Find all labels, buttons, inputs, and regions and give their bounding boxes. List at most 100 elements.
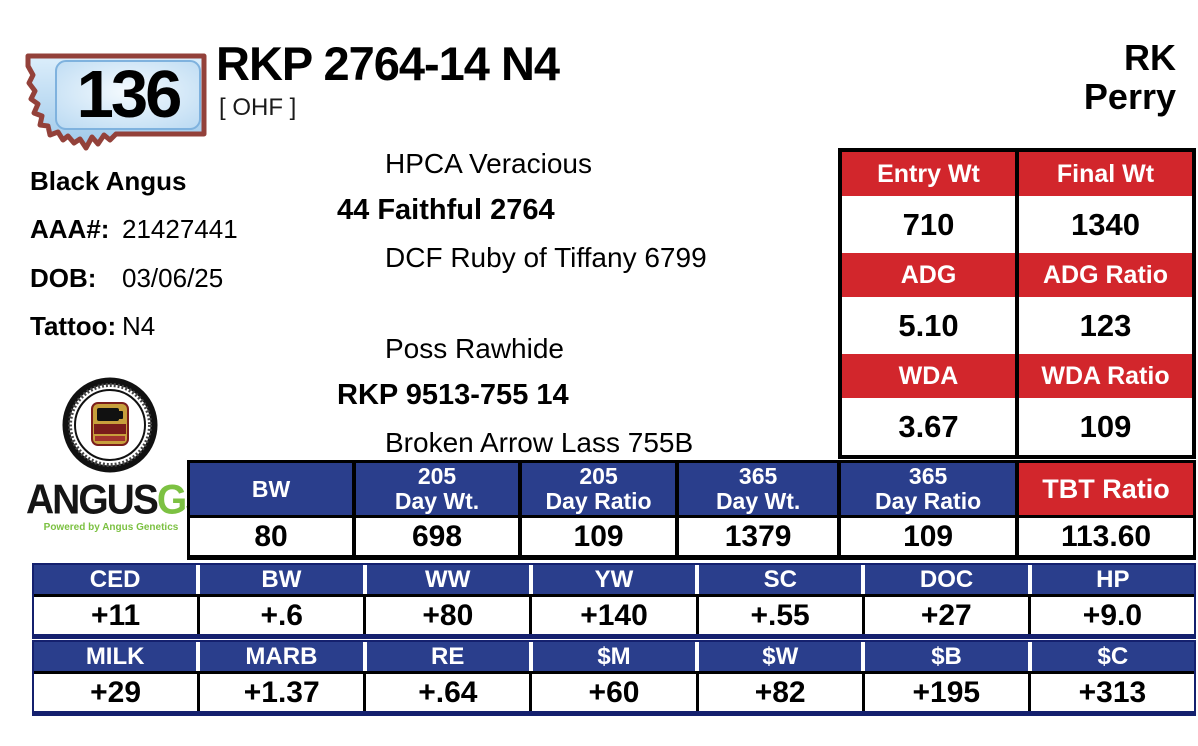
growth-header-line2: Day Wt.: [394, 488, 480, 514]
feed-value-cell: 109: [1015, 398, 1192, 455]
growth-header-line2: Day Ratio: [875, 488, 982, 514]
sire-granddam: DCF Ruby of Tiffany 6799: [385, 242, 707, 273]
growth-header-line1: BW: [251, 475, 291, 502]
montana-state-icon: [25, 53, 207, 151]
feed-value-cell: 1340: [1015, 196, 1192, 253]
epd-value-cell: +9.0: [1027, 597, 1194, 634]
epd-header-cell: $M: [528, 642, 696, 671]
epd-value-cell: +82: [695, 674, 862, 711]
pedigree-dam-group: Poss Rawhide RKP 9513-755 14 Broken Arro…: [337, 325, 817, 466]
epd-header-cell: MARB: [196, 642, 363, 671]
feed-value-cell: 5.10: [898, 307, 959, 343]
growth-header-line1: 365: [738, 463, 778, 489]
growth-value-cell: 80: [254, 519, 288, 553]
angus-association-seal-icon: [62, 377, 159, 474]
growth-header-cell: 365 Day Wt.: [679, 463, 838, 518]
growth-value-cell: 1379: [724, 519, 792, 553]
consignor-name: RK Perry: [1084, 38, 1176, 116]
lot-number: 136: [76, 57, 183, 132]
epd-value-cell: +313: [1027, 674, 1194, 711]
epd-value-cell: +.6: [197, 597, 363, 634]
breed-label: Black Angus: [30, 166, 187, 196]
feed-performance-table: Entry Wt Final Wt 710 1340 ADG ADG Ratio…: [838, 148, 1196, 459]
epd-value-cell: +27: [861, 597, 1028, 634]
growth-header-line2: Day Ratio: [545, 488, 652, 514]
dob-label: DOB:: [30, 263, 97, 293]
dam-granddam: Broken Arrow Lass 755B: [385, 427, 694, 458]
epd-header-cell: HP: [1027, 565, 1194, 594]
epd-header-cell: DOC: [861, 565, 1028, 594]
feed-header-row: ADG ADG Ratio: [842, 253, 1192, 297]
epd-header-cell: BW: [196, 565, 363, 594]
growth-column-205-ratio: 205 Day Ratio 109: [518, 463, 676, 555]
feed-value-row: 710 1340: [842, 196, 1192, 253]
growth-column-365-wt: 365 Day Wt. 1379: [675, 463, 838, 555]
tattoo-label: Tattoo:: [30, 311, 117, 341]
growth-header-cell: BW: [190, 463, 353, 518]
dob-row: DOB: 03/06/25: [30, 263, 223, 294]
consignor-line1: RK: [1124, 37, 1176, 78]
growth-column-tbt-ratio: TBT Ratio 113.60: [1015, 463, 1193, 555]
feed-header-cell: Final Wt: [1015, 152, 1192, 196]
epd-header-cell: WW: [362, 565, 529, 594]
pedigree-sire-group: HPCA Veracious 44 Faithful 2764 DCF Ruby…: [337, 140, 817, 281]
epd-value-cell: +195: [861, 674, 1028, 711]
epd-header-cell: $B: [861, 642, 1028, 671]
growth-header-line1: 205: [417, 463, 457, 489]
tattoo-value: N4: [122, 311, 156, 341]
growth-header-cell: 365 Day Ratio: [841, 463, 1016, 518]
feed-header-cell: WDA: [842, 354, 1015, 398]
registration-row: AAA#: 21427441: [30, 214, 238, 245]
epd-value-cell: +.64: [363, 674, 529, 711]
feed-value-cell: 710: [902, 206, 955, 242]
dam-grandsire: Poss Rawhide: [385, 333, 564, 364]
epd-header-row: CED BW WW YW SC DOC HP: [34, 565, 1194, 594]
epd-header-cell: YW: [528, 565, 696, 594]
growth-value-cell: 113.60: [1060, 519, 1152, 553]
epd-header-cell: SC: [695, 565, 862, 594]
growth-table: BW 80 205 Day Wt. 698 205 Day Ratio 109 36…: [187, 460, 1196, 560]
feed-value-cell: 123: [1015, 297, 1192, 354]
angus-gs-wordmark: ANGUSGS: [26, 476, 211, 524]
growth-value-cell: 109: [573, 519, 624, 553]
growth-value-cell: 698: [411, 519, 463, 553]
feed-header-cell: ADG Ratio: [1015, 253, 1192, 297]
epd-table-1: CED BW WW YW SC DOC HP +11 +.6 +80 +140 …: [32, 563, 1196, 639]
epd-value-cell: +80: [363, 597, 529, 634]
feed-value-row: 3.67 109: [842, 398, 1192, 455]
epd-value-cell: +140: [529, 597, 695, 634]
feed-header-row: Entry Wt Final Wt: [842, 152, 1192, 196]
growth-header-line1: TBT Ratio: [1042, 473, 1170, 504]
epd-value-cell: +60: [529, 674, 695, 711]
registration-value: 21427441: [122, 214, 238, 244]
epd-value-cell: +.55: [695, 597, 862, 634]
epd-header-cell: CED: [34, 565, 197, 594]
epd-value-row: +29 +1.37 +.64 +60 +82 +195 +313: [34, 671, 1194, 711]
feed-header-cell: ADG: [842, 253, 1015, 297]
growth-header-cell-tbt: TBT Ratio: [1019, 463, 1193, 518]
growth-header-cell: 205 Day Wt.: [356, 463, 519, 518]
growth-header-line1: 205: [579, 463, 618, 489]
epd-value-cell: +1.37: [197, 674, 363, 711]
sire-name: 44 Faithful 2764: [337, 194, 555, 226]
growth-column-205-wt: 205 Day Wt. 698: [352, 463, 519, 555]
feed-value-cell: 3.67: [898, 408, 959, 444]
dam-name: RKP 9513-755 14: [337, 379, 569, 411]
epd-header-cell: $C: [1027, 642, 1194, 671]
feed-header-row: WDA WDA Ratio: [842, 354, 1192, 398]
registration-label: AAA#:: [30, 214, 110, 244]
tattoo-row: Tattoo: N4: [30, 311, 155, 342]
consignor-line2: Perry: [1083, 76, 1176, 117]
growth-header-cell: 205 Day Ratio: [522, 463, 676, 518]
growth-value-cell: 109: [903, 519, 954, 553]
growth-header-line2: Day Wt.: [715, 488, 801, 514]
angus-gs-tagline: Powered by Angus Genetics: [43, 522, 179, 533]
animal-tag-title: RKP 2764-14 N4: [216, 37, 560, 90]
lot-badge: 136: [20, 52, 210, 154]
growth-column-365-ratio: 365 Day Ratio 109: [837, 463, 1016, 555]
growth-column-bw: BW 80: [190, 463, 353, 555]
angus-gs-logo: ANGUSGS Powered by Angus Genetics: [26, 476, 211, 533]
sire-grandsire: HPCA Veracious: [385, 148, 592, 179]
epd-header-cell: MILK: [34, 642, 197, 671]
angus-wordmark-black: ANGUS: [26, 476, 159, 524]
